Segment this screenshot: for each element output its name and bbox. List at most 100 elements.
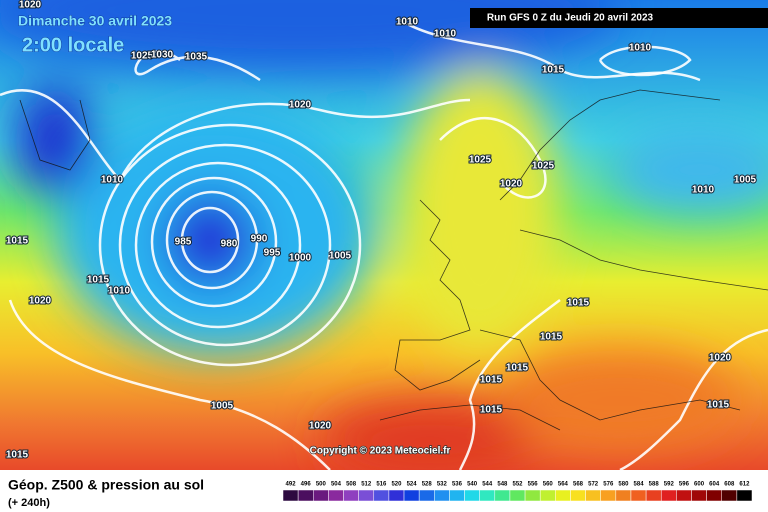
isobar-label: 1015 [707, 400, 730, 411]
isobar-label: 1015 [542, 65, 565, 76]
isobar-label: 1010 [108, 286, 131, 297]
isobar-label: 1000 [289, 253, 312, 264]
legend-label: 512 [361, 482, 372, 488]
legend-label: 564 [558, 482, 569, 488]
legend-swatch [343, 489, 359, 502]
legend-label: 508 [346, 482, 357, 488]
footer-subtitle: (+ 240h) [8, 497, 50, 509]
legend-label: 520 [391, 482, 402, 488]
isobars [0, 18, 768, 470]
legend-label: 492 [286, 482, 297, 488]
legend-swatch [494, 489, 511, 502]
legend-label: 536 [452, 482, 463, 488]
legend-label: 572 [588, 482, 599, 488]
isobar-label: 1005 [734, 175, 757, 186]
legend-swatch [585, 489, 601, 502]
isobar-label: 1030 [151, 50, 174, 61]
legend-label: 580 [618, 482, 629, 488]
legend-swatch [615, 489, 632, 502]
legend-swatch [418, 489, 435, 502]
isobar-label: 1010 [396, 17, 419, 28]
legend-label: 548 [497, 482, 508, 488]
legend-swatch [706, 489, 722, 502]
isobar-label: 1015 [6, 236, 29, 247]
legend-swatch [691, 489, 707, 502]
legend-label: 596 [679, 482, 690, 488]
legend-label: 524 [407, 482, 418, 488]
isobar-label: 1010 [101, 175, 124, 186]
legend-label: 588 [649, 482, 660, 488]
legend-label: 584 [634, 482, 645, 488]
map [0, 0, 768, 470]
forecast-date: Dimanche 30 avril 2023 [18, 13, 172, 29]
run-banner [470, 8, 768, 28]
isobar-label: 995 [264, 248, 281, 259]
isobar-label: 1005 [211, 401, 234, 412]
legend-swatch [630, 489, 647, 502]
copyright: Copyright © 2023 Meteociel.fr [310, 446, 451, 457]
isobar-label: 1015 [480, 375, 503, 386]
legend-label: 516 [376, 482, 387, 488]
legend-label: 544 [482, 482, 493, 488]
legend-label: 592 [664, 482, 675, 488]
isobar-label: 1020 [289, 100, 312, 111]
legend-swatch [403, 489, 420, 502]
isobar-label: 1010 [629, 43, 652, 54]
legend-label: 600 [694, 482, 705, 488]
legend-label: 576 [603, 482, 614, 488]
legend-label: 496 [301, 482, 312, 488]
legend-swatch [434, 489, 450, 502]
legend-swatch [524, 489, 541, 502]
legend-label: 568 [573, 482, 584, 488]
legend-swatch [388, 489, 405, 502]
legend-label: 532 [437, 482, 448, 488]
legend-swatch [479, 489, 496, 502]
isobar-label: 1015 [567, 298, 590, 309]
isobar-label: 980 [221, 239, 238, 250]
isobar-label: 1020 [709, 353, 732, 364]
isobar-label: 1015 [506, 363, 529, 374]
legend-swatch [645, 489, 662, 502]
isobar-label: 1010 [692, 185, 715, 196]
isobar-label: 1025 [532, 161, 555, 172]
isobar-label: 1025 [131, 51, 154, 62]
legend-swatch [313, 489, 329, 502]
isobar-label: 1020 [500, 179, 523, 190]
footer-title: Géop. Z500 & pression au sol [8, 477, 204, 493]
isobar-label: 1015 [540, 332, 563, 343]
legend-swatch [449, 489, 465, 502]
isobar-label: 1015 [87, 275, 110, 286]
legend-label: 556 [528, 482, 539, 488]
legend-swatch [373, 489, 390, 502]
legend-label: 612 [739, 482, 750, 488]
isobar-label: 1020 [309, 421, 332, 432]
legend-label: 560 [543, 482, 554, 488]
legend-swatch [328, 489, 344, 502]
isobar-label: 1010 [434, 29, 457, 40]
legend-label: 504 [331, 482, 342, 488]
legend-swatch [600, 489, 617, 502]
legend-label: 604 [709, 482, 720, 488]
legend-label: 552 [512, 482, 523, 488]
isobar-label: 1015 [6, 450, 29, 461]
legend-swatch [736, 489, 753, 502]
legend-swatch [676, 489, 692, 502]
legend-swatch [297, 489, 314, 502]
isobar-label: 1035 [185, 52, 208, 63]
color-legend: 492 496 500 504 508 512 516 520 524 528 532 536 540 5… [282, 482, 753, 502]
legend-swatch [464, 489, 480, 502]
isobar-label: 1025 [469, 155, 492, 166]
legend-label: 608 [724, 482, 735, 488]
legend-swatch [555, 489, 571, 502]
legend-label: 500 [316, 482, 327, 488]
legend-label: 540 [467, 482, 478, 488]
isobar-label: 1020 [19, 0, 42, 11]
legend-swatch [660, 489, 677, 502]
coastlines [19, 89, 768, 431]
legend-swatch [539, 489, 556, 502]
legend-label: 528 [422, 482, 433, 488]
legend-swatch [509, 489, 526, 502]
legend-swatch [570, 489, 586, 502]
